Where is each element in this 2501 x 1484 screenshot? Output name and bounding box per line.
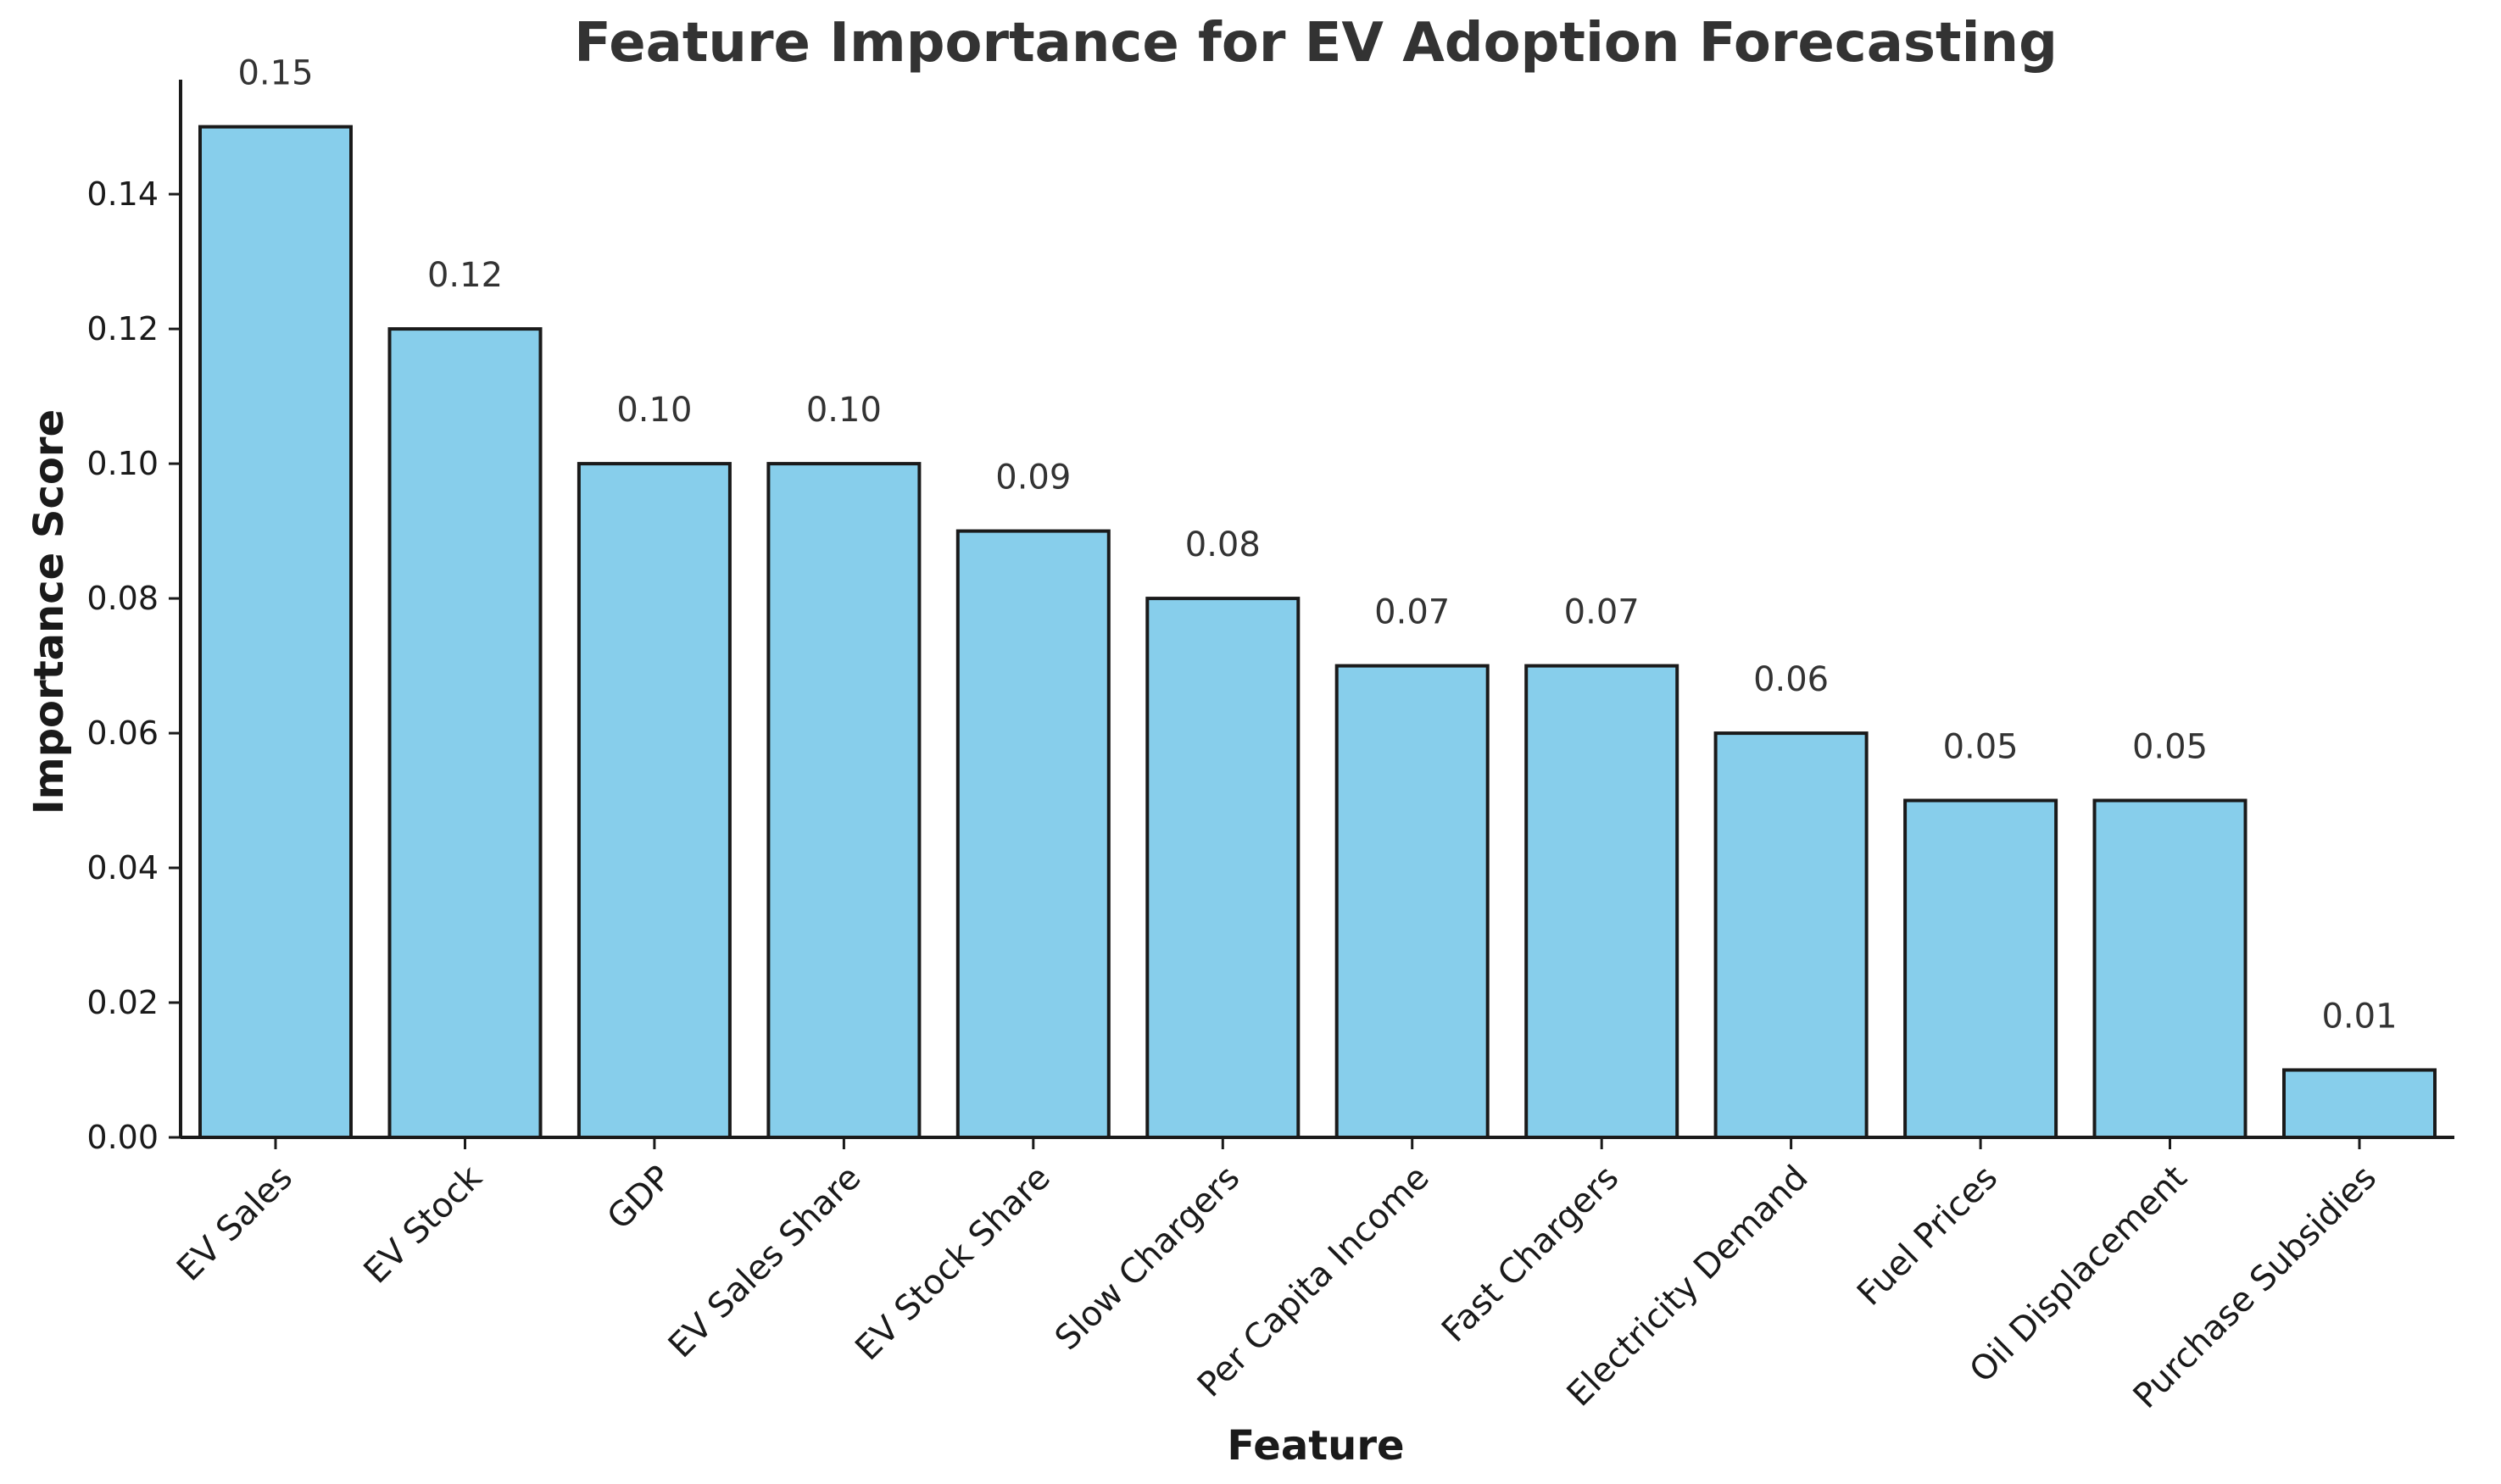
bar-2 (577, 462, 732, 1139)
y-tick-label-3: 0.06 (86, 714, 159, 752)
bars-layer (198, 125, 2437, 1140)
y-tick-label-7: 0.14 (86, 175, 159, 213)
bar-11 (2282, 1068, 2437, 1139)
value-label-7: 0.07 (1564, 593, 1640, 632)
value-labels-layer: 0.15 0.12 0.10 0.10 0.09 0.08 0.07 0.07 0.06 0.05… (237, 54, 2397, 1037)
x-tick-label-9: Fuel Prices (1850, 1159, 2005, 1314)
y-tick-label-1: 0.02 (86, 984, 159, 1021)
x-tick-label-3: EV Sales Share (661, 1159, 869, 1366)
value-label-8: 0.06 (1753, 660, 1829, 699)
value-label-10: 0.05 (2132, 728, 2208, 767)
value-label-3: 0.10 (806, 391, 882, 430)
value-label-9: 0.05 (1943, 728, 2019, 767)
x-tick-label-1: EV Stock (357, 1158, 491, 1292)
y-tick-label-4: 0.08 (86, 580, 159, 617)
value-label-4: 0.09 (995, 459, 1071, 497)
y-axis-title: Importance Score (25, 409, 73, 814)
value-label-6: 0.07 (1374, 593, 1450, 632)
bar-0 (198, 125, 353, 1140)
bar-3 (766, 462, 922, 1139)
x-axis-title: Feature (1227, 1422, 1404, 1470)
bar-4 (955, 529, 1111, 1139)
value-label-2: 0.10 (616, 391, 692, 430)
x-tick-label-7: Fast Chargers (1434, 1159, 1626, 1350)
x-tick-label-5: Slow Chargers (1048, 1159, 1248, 1359)
chart-title: Feature Importance for EV Adoption Forec… (574, 12, 2058, 75)
value-label-0: 0.15 (237, 54, 313, 93)
y-tick-label-0: 0.00 (86, 1119, 159, 1156)
bar-6 (1334, 664, 1490, 1139)
bar-10 (2092, 798, 2248, 1139)
y-axis: 0.00 0.02 0.04 0.06 0.08 0.10 0.12 0.14 (86, 80, 182, 1156)
y-tick-label-2: 0.04 (86, 849, 159, 887)
bar-8 (1713, 731, 1869, 1139)
y-tick-label-5: 0.10 (86, 445, 159, 482)
value-label-11: 0.01 (2321, 998, 2397, 1037)
x-tick-label-4: EV Stock Share (848, 1159, 1058, 1369)
bar-7 (1524, 664, 1679, 1139)
bar-9 (1903, 798, 2058, 1139)
y-tick-label-6: 0.12 (86, 310, 159, 347)
value-label-5: 0.08 (1185, 525, 1261, 564)
x-tick-label-0: EV Sales (170, 1159, 300, 1289)
x-tick-label-2: GDP (600, 1159, 679, 1237)
bar-5 (1145, 597, 1301, 1139)
value-label-1: 0.12 (427, 256, 503, 295)
bar-1 (387, 327, 543, 1140)
